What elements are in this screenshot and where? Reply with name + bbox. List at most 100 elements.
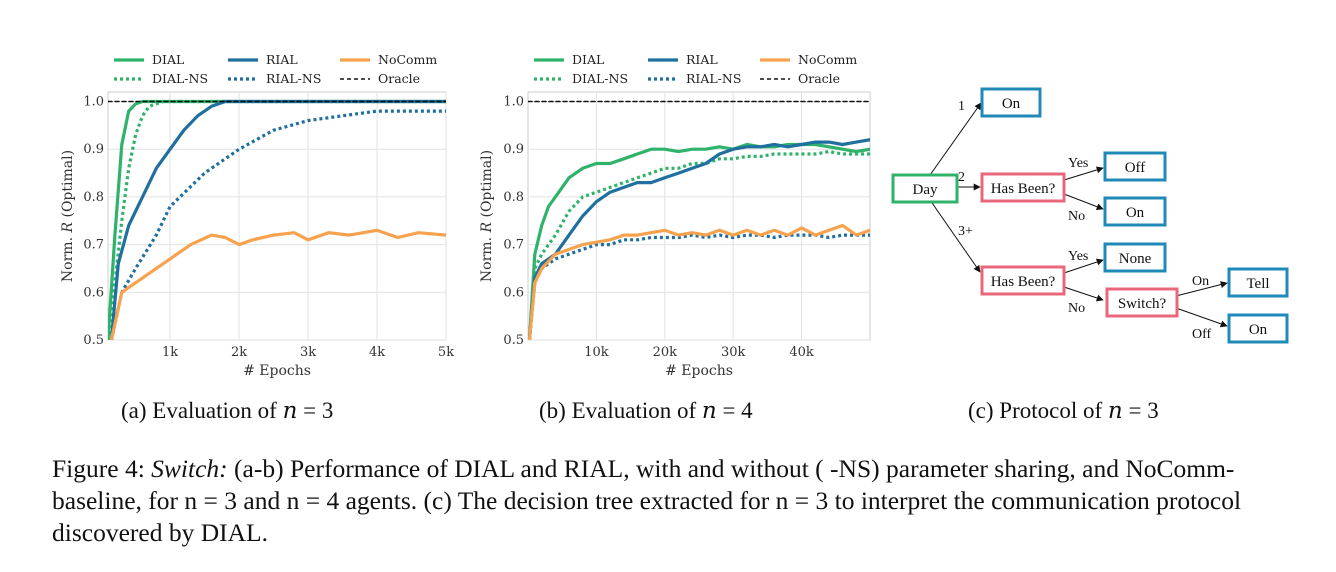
series-rial-line [528, 138, 870, 340]
caption-italic: Switch: [151, 454, 228, 483]
edge-hb1-on [1063, 193, 1104, 211]
xtick-label: 5k [438, 345, 454, 360]
xtick-label: 40k [789, 345, 814, 360]
legend-label-oracle: Oracle [798, 71, 840, 86]
chart-a-frame [107, 91, 447, 341]
node-on1-label: On [1002, 96, 1021, 112]
legend-label-rial: RIAL [266, 52, 298, 67]
xtick-label: 20k [653, 345, 678, 360]
edge-label-no1: No [1068, 209, 1085, 224]
edge-label-no2: No [1068, 301, 1085, 316]
edge-day-on [929, 102, 982, 176]
ytick-label: 0.5 [503, 333, 524, 348]
decision-tree: Day On Has Been? Off On Has Been? None S… [891, 87, 1289, 344]
node-on1-box [980, 87, 1042, 118]
node-off-label: Off [1125, 160, 1146, 176]
tree-edges [929, 102, 1228, 328]
series-rial-ns-line [528, 233, 870, 340]
legend-label-dial-ns: DIAL-NS [572, 71, 628, 86]
xtick-label: 4k [369, 345, 385, 360]
chart-a-legend: DIAL RIAL NoComm DIAL-NS RIAL-NS Oracle [114, 52, 437, 86]
figure-caption: Figure 4: Switch: (a-b) Performance of D… [52, 453, 1302, 549]
chart-b-xlabel: # Epochs [665, 363, 733, 379]
ytick-label: 1.0 [503, 95, 524, 110]
node-tell-label: Tell [1246, 276, 1269, 292]
chart-b-legend: DIAL RIAL NoComm DIAL-NS RIAL-NS Oracle [534, 52, 857, 86]
chart-a-ticks: 1k 2k 3k 4k 5k 0.5 0.6 0.7 0.8 0.9 1.0 [83, 95, 454, 360]
edge-label-on: On [1192, 274, 1209, 289]
node-hasbeen1-box [980, 172, 1066, 203]
subcaption-a: (a) Evaluation of n = 3 [121, 398, 334, 424]
edge-hb2-none [1063, 258, 1104, 274]
chart-a-xlabel: # Epochs [243, 363, 311, 379]
caption-text: (a-b) Performance of DIAL and RIAL, with… [52, 454, 1242, 547]
series-nocomm-line [528, 223, 870, 340]
chart-b-ticks: 10k 20k 30k 40k 0.5 0.6 0.7 0.8 0.9 1.0 [503, 95, 814, 360]
edge-label-2: 2 [958, 170, 965, 185]
ytick-label: 0.9 [503, 142, 524, 157]
tree-edge-labels: 1 2 3+ Yes No Yes No On Off [958, 99, 1212, 342]
series-rial-line [109, 99, 446, 340]
edge-label-off: Off [1192, 327, 1212, 342]
ytick-label: 0.7 [83, 238, 104, 253]
legend-label-dial: DIAL [572, 52, 604, 67]
edge-label-3plus: 3+ [958, 224, 973, 239]
chart-a-grid [108, 92, 447, 341]
node-switch-label: Switch? [1118, 296, 1167, 312]
node-day-label: Day [913, 182, 938, 198]
ytick-label: 0.6 [83, 285, 104, 300]
ytick-label: 1.0 [83, 95, 104, 110]
legend-label-oracle: Oracle [378, 71, 420, 86]
node-none-label: None [1119, 251, 1152, 267]
node-switch-box [1105, 287, 1179, 318]
subcaption-c: (c) Protocol of n = 3 [968, 398, 1159, 424]
ytick-label: 0.8 [503, 190, 524, 205]
edge-label-yes1: Yes [1068, 156, 1088, 171]
node-on2-box [1103, 196, 1167, 227]
ytick-label: 0.5 [83, 333, 104, 348]
chart-a-series [108, 99, 446, 340]
node-tell-box [1227, 267, 1289, 298]
edge-day-hasbeen2 [929, 199, 981, 273]
ytick-label: 0.6 [503, 285, 524, 300]
node-off-box [1103, 151, 1167, 182]
legend-label-dial: DIAL [152, 52, 184, 67]
legend-label-rial-ns: RIAL-NS [266, 71, 321, 86]
ytick-label: 0.7 [503, 238, 524, 253]
chart-b-series [528, 100, 870, 340]
legend-label-dial-ns: DIAL-NS [152, 71, 208, 86]
edge-switch-on [1175, 307, 1228, 328]
node-day-box [891, 173, 959, 204]
chart-a-ylabel: Norm. R (Optimal) [60, 150, 76, 282]
ytick-label: 0.9 [83, 142, 104, 157]
caption-label: Figure 4: [52, 454, 145, 483]
chart-a: 1k 2k 3k 4k 5k 0.5 0.6 0.7 0.8 0.9 1.0 # Epochs No… [60, 52, 454, 379]
chart-b-ylabel: Norm. R (Optimal) [479, 150, 495, 282]
edge-label-1: 1 [958, 99, 965, 114]
edge-switch-tell [1175, 281, 1228, 297]
xtick-label: 1k [162, 345, 178, 360]
node-on2-label: On [1126, 205, 1145, 221]
node-none-box [1103, 242, 1167, 273]
edge-hb1-off [1063, 166, 1104, 181]
chart-b-frame [527, 91, 871, 341]
xtick-label: 10k [584, 345, 609, 360]
series-dial-ns-line [528, 150, 870, 340]
ytick-label: 0.8 [83, 190, 104, 205]
node-hasbeen2-label: Has Been? [991, 274, 1056, 290]
legend-label-rial: RIAL [686, 52, 718, 67]
xtick-label: 3k [300, 345, 316, 360]
edge-hb2-switch [1063, 286, 1104, 302]
tree-nodes: Day On Has Been? Off On Has Been? None S… [891, 87, 1289, 344]
node-on3-box [1227, 313, 1289, 344]
legend-label-nocomm: NoComm [798, 52, 857, 67]
legend-label-rial-ns: RIAL-NS [686, 71, 741, 86]
edge-label-yes2: Yes [1068, 249, 1088, 264]
series-nocomm-line [109, 228, 446, 340]
node-on3-label: On [1249, 322, 1268, 338]
xtick-label: 2k [231, 345, 247, 360]
node-hasbeen2-box [980, 265, 1066, 296]
